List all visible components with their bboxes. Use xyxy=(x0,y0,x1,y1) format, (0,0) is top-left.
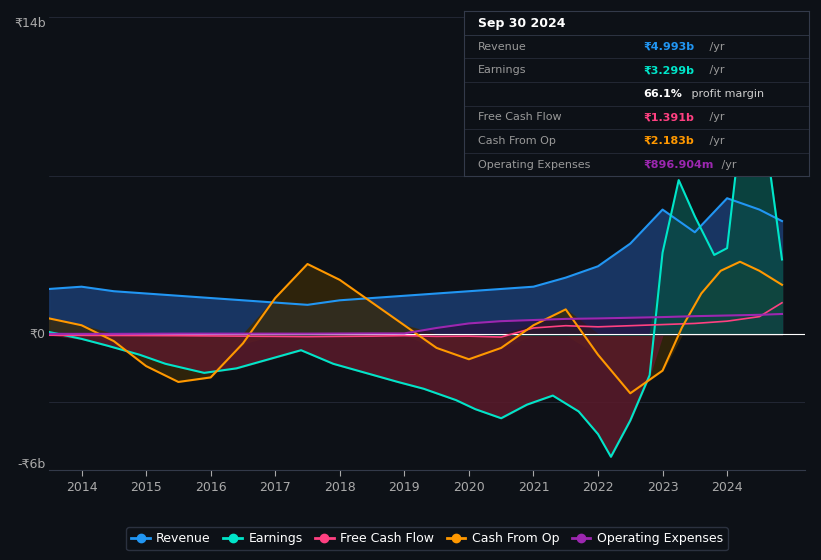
Text: Operating Expenses: Operating Expenses xyxy=(478,160,590,170)
Text: Cash From Op: Cash From Op xyxy=(478,136,556,146)
Text: /yr: /yr xyxy=(705,41,724,52)
Text: ₹1.391b: ₹1.391b xyxy=(643,113,694,123)
Text: Revenue: Revenue xyxy=(478,41,526,52)
Legend: Revenue, Earnings, Free Cash Flow, Cash From Op, Operating Expenses: Revenue, Earnings, Free Cash Flow, Cash … xyxy=(126,528,727,550)
Text: Sep 30 2024: Sep 30 2024 xyxy=(478,16,565,30)
Text: -₹6b: -₹6b xyxy=(17,458,45,470)
Text: 66.1%: 66.1% xyxy=(643,89,682,99)
Text: ₹14b: ₹14b xyxy=(14,17,45,30)
Text: ₹3.299b: ₹3.299b xyxy=(643,65,695,75)
Text: profit margin: profit margin xyxy=(688,89,764,99)
Text: /yr: /yr xyxy=(705,136,724,146)
Text: /yr: /yr xyxy=(705,65,724,75)
Text: Earnings: Earnings xyxy=(478,65,526,75)
Text: /yr: /yr xyxy=(718,160,736,170)
Text: ₹4.993b: ₹4.993b xyxy=(643,41,695,52)
Text: ₹2.183b: ₹2.183b xyxy=(643,136,694,146)
Text: ₹0: ₹0 xyxy=(30,328,45,341)
Text: /yr: /yr xyxy=(705,113,724,123)
Text: Free Cash Flow: Free Cash Flow xyxy=(478,113,562,123)
Text: ₹896.904m: ₹896.904m xyxy=(643,160,713,170)
